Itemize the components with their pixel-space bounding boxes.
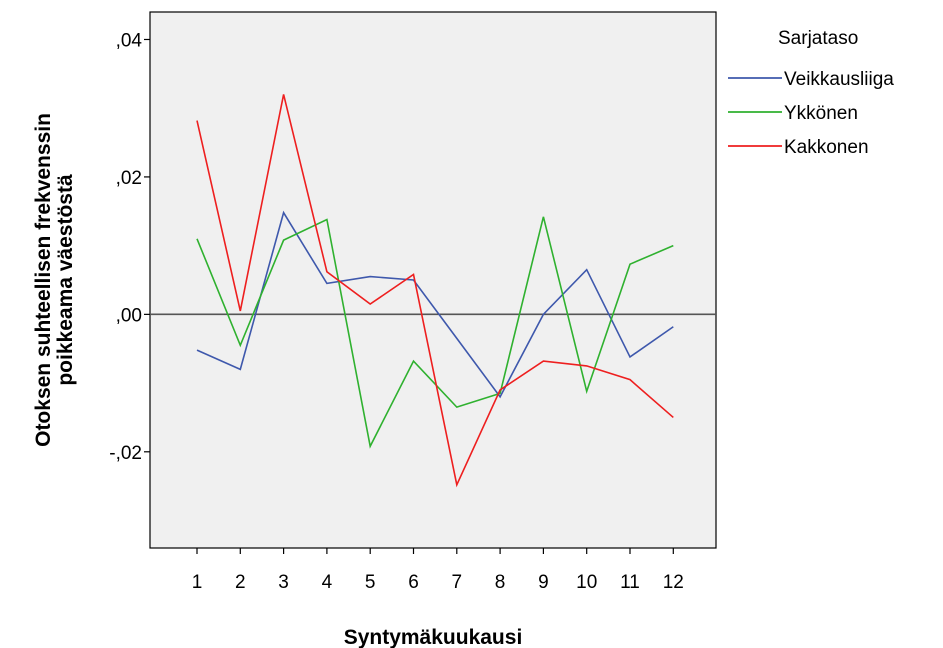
y-axis-title-line-1: Otoksen suhteellisen frekvenssin: [32, 113, 55, 447]
x-axis-title: Syntymäkuukausi: [344, 626, 523, 648]
plot-area: [149, 11, 717, 549]
x-tick-label: 6: [408, 572, 419, 593]
x-tick-label: 3: [278, 572, 289, 593]
y-tick-label: -,02: [109, 443, 142, 464]
x-tick-label: 7: [452, 572, 463, 593]
x-tick-label: 8: [495, 572, 506, 593]
legend-label: Ykkönen: [784, 103, 858, 124]
legend-label: Veikkausliiga: [784, 69, 894, 90]
x-tick-label: 11: [620, 572, 640, 593]
x-tick-label: 9: [538, 572, 549, 593]
y-axis: ,04 ,02 ,00 -,02: [109, 30, 150, 464]
y-tick-label: ,02: [116, 168, 142, 189]
legend: Sarjataso Veikkausliiga Ykkönen Kakkonen: [728, 28, 894, 158]
x-tick-label: 1: [192, 572, 203, 593]
series-line-veikkausliiga: [196, 210, 674, 399]
series-lines: [196, 94, 674, 488]
series-line-kakkonen: [196, 94, 674, 488]
x-tick-label: 12: [663, 572, 684, 593]
legend-title: Sarjataso: [778, 28, 858, 49]
x-tick-label: 2: [235, 572, 246, 593]
series-line-ykkönen: [196, 216, 674, 449]
y-tick-label: ,00: [116, 305, 142, 326]
x-tick-label: 4: [322, 572, 333, 593]
x-tick-label: 10: [576, 572, 597, 593]
y-tick-label: ,04: [116, 30, 143, 51]
y-axis-title-line-2: poikkeama väestöstä: [54, 174, 77, 386]
y-axis-title: Otoksen suhteellisen frekvenssin poikkea…: [32, 113, 77, 447]
x-axis: 1 2 3 4 5 6 7 8 9 10 11 12: [192, 548, 684, 593]
legend-label: Kakkonen: [784, 137, 869, 158]
x-tick-label: 5: [365, 572, 376, 593]
